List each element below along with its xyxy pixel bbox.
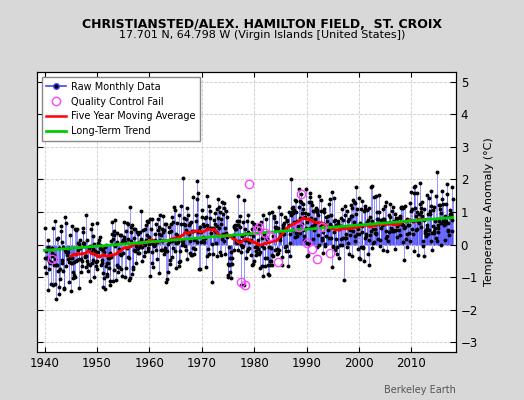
Legend: Raw Monthly Data, Quality Control Fail, Five Year Moving Average, Long-Term Tren: Raw Monthly Data, Quality Control Fail, … — [41, 77, 200, 141]
Y-axis label: Temperature Anomaly (°C): Temperature Anomaly (°C) — [484, 138, 494, 286]
Text: CHRISTIANSTED/ALEX. HAMILTON FIELD,  ST. CROIX: CHRISTIANSTED/ALEX. HAMILTON FIELD, ST. … — [82, 18, 442, 31]
Text: Berkeley Earth: Berkeley Earth — [384, 385, 456, 395]
Text: 17.701 N, 64.798 W (Virgin Islands [United States]): 17.701 N, 64.798 W (Virgin Islands [Unit… — [119, 30, 405, 40]
